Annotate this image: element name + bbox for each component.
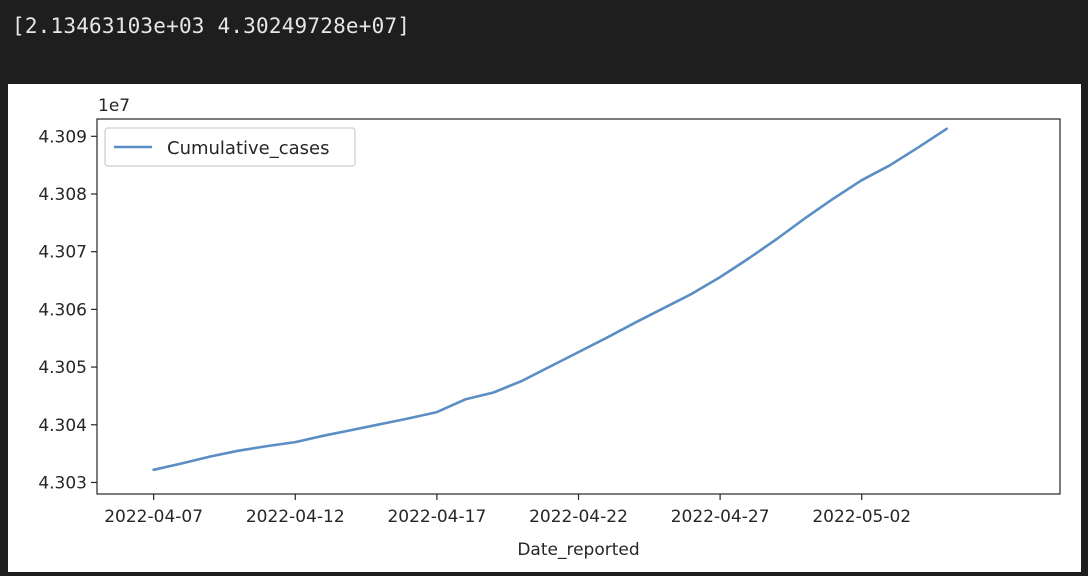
y-axis-offset-label: 1e7 [98, 96, 130, 116]
y-tick-label: 4.303 [38, 473, 87, 493]
line-chart: 4.303 4.304 4.305 4.306 4.307 4.308 4.309 1e7 20… [38, 96, 1061, 560]
x-tick-label: 2022-04-22 [529, 507, 628, 527]
legend-box [104, 127, 356, 167]
legend-label: Cumulative_cases [167, 138, 330, 159]
x-tick-label: 2022-04-17 [387, 507, 486, 527]
y-tick-label: 4.308 [38, 185, 87, 205]
chart-figure: 4.303 4.304 4.305 4.306 4.307 4.308 4.309 1e7 20… [8, 84, 1081, 572]
plot-area-frame [96, 118, 1061, 495]
x-tick-label: 2022-04-12 [246, 507, 345, 527]
cell-output-text: [2.13463103e+03 4.30249728e+07] [12, 14, 411, 38]
x-tick-label: 2022-05-02 [812, 507, 911, 527]
x-axis-label: Date_reported [517, 540, 639, 560]
x-tick-label: 2022-04-27 [671, 507, 770, 527]
y-tick-label: 4.305 [38, 358, 87, 378]
x-tick-label: 2022-04-07 [104, 507, 203, 527]
series-line-cumulative-cases [152, 127, 949, 472]
y-tick-label: 4.309 [38, 127, 87, 147]
y-tick-label: 4.307 [38, 243, 87, 263]
y-tick-label: 4.306 [38, 300, 87, 320]
y-tick-label: 4.304 [38, 416, 87, 436]
